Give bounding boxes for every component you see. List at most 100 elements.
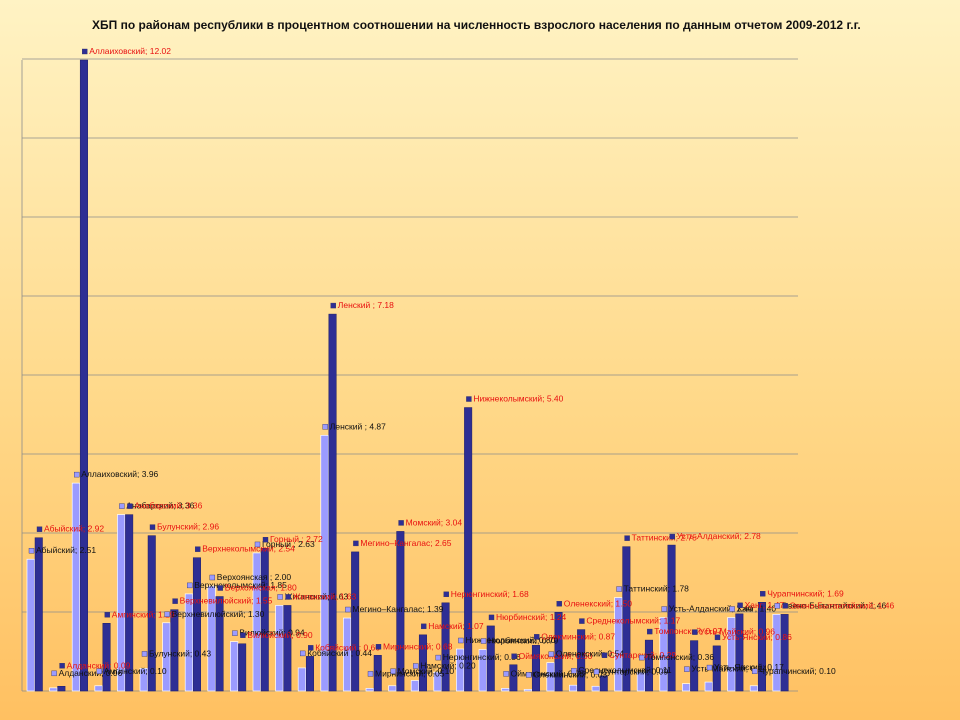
bar-dark xyxy=(102,623,111,692)
data-label-marker xyxy=(480,638,487,644)
bar-dark xyxy=(238,643,247,692)
data-label-marker xyxy=(51,670,57,677)
data-label-marker xyxy=(760,591,766,597)
data-label-marker xyxy=(209,574,216,581)
bar-light xyxy=(117,514,126,692)
data-label-marker xyxy=(488,614,495,621)
data-label-dark: Мирнинский; 0.68 xyxy=(383,641,453,651)
data-label-marker xyxy=(285,594,291,600)
data-label-marker xyxy=(119,503,125,509)
bar-light xyxy=(772,614,781,692)
data-label-marker xyxy=(737,602,743,609)
data-label-marker xyxy=(104,612,111,618)
bar-dark xyxy=(486,625,495,692)
data-label-marker xyxy=(669,533,675,540)
bar-light xyxy=(388,685,397,692)
data-label-marker xyxy=(330,302,336,309)
data-label-dark: Усть-Янский; 0.86 xyxy=(722,632,792,642)
data-label-dark: Оленекский; 1.50 xyxy=(564,598,632,608)
bar-dark xyxy=(305,656,314,692)
bar-light xyxy=(320,434,329,692)
data-label-dark: Усть-Алданский; 2.78 xyxy=(677,531,761,541)
data-label-marker xyxy=(367,671,374,677)
bar-light xyxy=(501,688,510,692)
bar-dark xyxy=(780,614,789,692)
data-label-dark: Эвено-Бытантайский; 1.46 xyxy=(790,600,895,610)
bar-light xyxy=(659,617,668,692)
bar-light xyxy=(591,685,600,692)
data-label-dark: Жиганский; 1.63 xyxy=(293,591,357,601)
data-label-light: Усть-Алданский; 1.40 xyxy=(669,604,753,614)
data-label-dark: Сунтарский; 0.29 xyxy=(609,650,676,660)
bar-light xyxy=(749,685,759,692)
data-label-light: Чурапчинский; 0.10 xyxy=(759,666,836,676)
data-label-dark: Олекминский; 0.87 xyxy=(541,631,615,641)
data-label-marker xyxy=(534,634,540,640)
data-label-light: Абыйский; 2.51 xyxy=(36,545,96,555)
bar-dark xyxy=(283,605,292,692)
data-label-marker xyxy=(443,591,449,598)
bar-dark xyxy=(57,686,66,692)
data-label-light: Усть-Майский; 0.14 xyxy=(691,664,767,674)
data-label-marker xyxy=(96,668,103,674)
data-label-light: Анабарский; 3.36 xyxy=(126,501,194,511)
chart-data-labels: Абыйский; 2.51 Абыйский; 2.92 Алданский; 0… xyxy=(28,46,895,679)
bar-light xyxy=(410,680,420,692)
data-label-light: Среднеколымский; 0.11 xyxy=(578,665,671,675)
data-label-dark: Усть-Майский; 0.96 xyxy=(699,627,775,637)
data-label-marker xyxy=(390,668,396,674)
bar-dark xyxy=(170,609,179,692)
bar-dark xyxy=(690,640,699,692)
bar-light xyxy=(569,684,578,692)
data-label-marker xyxy=(729,606,735,612)
bar-dark xyxy=(531,645,540,692)
data-label-marker xyxy=(556,601,562,607)
data-label-dark: Абыйский; 2.92 xyxy=(44,524,104,534)
data-label-light: Оймяконский; 0.05 xyxy=(511,668,585,678)
data-label-marker xyxy=(141,651,148,657)
chart-title: ХБП по районам республики в процентном с… xyxy=(92,18,861,32)
data-label-marker xyxy=(503,671,509,677)
data-label-dark: Амгинский; 1.29 xyxy=(112,609,175,619)
data-label-marker xyxy=(548,651,554,657)
data-label-marker xyxy=(571,668,577,674)
bar-light xyxy=(162,622,171,692)
bar-dark xyxy=(260,547,269,692)
data-label-dark: Оймяконский; 0.50 xyxy=(519,651,593,661)
data-label-marker xyxy=(186,582,193,589)
data-label-dark: Верхоянская; 1.80 xyxy=(225,583,297,593)
bar-dark xyxy=(464,407,473,692)
data-label-marker xyxy=(421,623,427,630)
data-label-light: Верхнеколымский; 1.85 xyxy=(194,580,287,590)
data-label-marker xyxy=(413,663,419,669)
data-label-dark: Мегино–Кангалас; 2.65 xyxy=(360,538,451,548)
data-label-light: Ленский ; 4.87 xyxy=(330,421,386,431)
bar-dark xyxy=(125,514,134,692)
data-label-light: Таттинский; 1.78 xyxy=(624,584,690,594)
data-label-marker xyxy=(774,603,780,609)
data-label-marker xyxy=(466,396,472,402)
data-label-light: Верхоянская ; 2.00 xyxy=(217,572,292,582)
data-label-light: Булунский; 0.43 xyxy=(149,648,211,658)
bar-dark xyxy=(757,602,766,692)
data-label-dark: Алданский; 0.09 xyxy=(67,660,131,670)
data-label-light: Сунтарский; 0.09 xyxy=(601,666,668,676)
data-label-marker xyxy=(639,654,645,661)
bar-light xyxy=(207,585,216,692)
data-label-dark: Нерюнгинский; 1.68 xyxy=(451,589,529,599)
data-label-light: Амгинский; 0.10 xyxy=(104,666,167,676)
data-label-marker xyxy=(254,541,261,548)
data-label-dark: Кобяйский ; 0.66 xyxy=(315,642,380,652)
bar-light xyxy=(433,671,442,692)
data-label-marker xyxy=(458,637,464,644)
data-label-marker xyxy=(752,668,758,674)
data-label-marker xyxy=(300,650,306,657)
data-label-marker xyxy=(782,603,788,609)
data-label-marker xyxy=(28,548,35,554)
data-label-dark: Нюрбинский; 1.24 xyxy=(496,612,567,622)
data-label-marker xyxy=(262,537,269,543)
bar-dark xyxy=(328,313,337,692)
data-label-dark: Таттинский; 2.75 xyxy=(632,533,698,543)
bar-light xyxy=(49,687,58,692)
data-label-marker xyxy=(194,546,201,552)
